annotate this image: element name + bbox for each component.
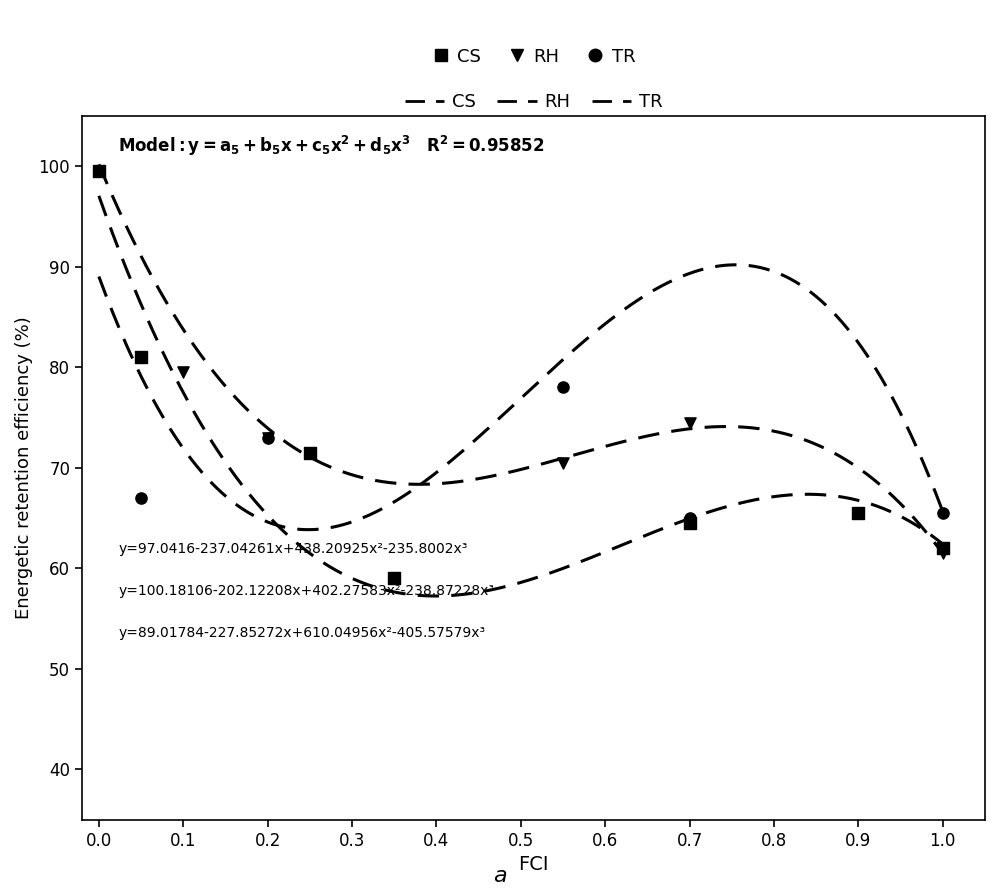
Point: [935, 541, 951, 555]
Point: [850, 506, 866, 520]
Point: [555, 380, 571, 395]
Point: [91, 164, 107, 178]
X-axis label: FCI: FCI: [518, 855, 549, 874]
Point: [682, 511, 698, 525]
Text: y=89.01784-227.85272x+610.04956x²-405.57579x³: y=89.01784-227.85272x+610.04956x²-405.57…: [118, 626, 485, 640]
Text: a: a: [493, 866, 507, 886]
Point: [302, 446, 318, 460]
Point: [260, 430, 276, 445]
Point: [91, 164, 107, 178]
Text: $\mathbf{Model: y=a_5+b_5x+c_5x^2+d_5x^3}$$\quad\mathbf{R^2=0.95852}$: $\mathbf{Model: y=a_5+b_5x+c_5x^2+d_5x^3…: [118, 134, 545, 158]
Point: [850, 506, 866, 520]
Text: y=100.18106-202.12208x+402.27583x²-238.87228x³: y=100.18106-202.12208x+402.27583x²-238.8…: [118, 584, 494, 598]
Point: [260, 430, 276, 445]
Point: [133, 350, 149, 364]
Point: [682, 415, 698, 429]
Point: [386, 571, 402, 585]
Point: [682, 516, 698, 530]
Point: [935, 506, 951, 520]
Point: [175, 365, 191, 380]
Text: y=97.0416-237.04261x+438.20925x²-235.8002x³: y=97.0416-237.04261x+438.20925x²-235.800…: [118, 542, 467, 556]
Y-axis label: Energetic retention efficiency (%): Energetic retention efficiency (%): [15, 316, 33, 619]
Point: [935, 546, 951, 560]
Point: [555, 455, 571, 470]
Point: [91, 164, 107, 178]
Legend: CS, RH, TR: CS, RH, TR: [397, 86, 670, 119]
Point: [133, 491, 149, 505]
